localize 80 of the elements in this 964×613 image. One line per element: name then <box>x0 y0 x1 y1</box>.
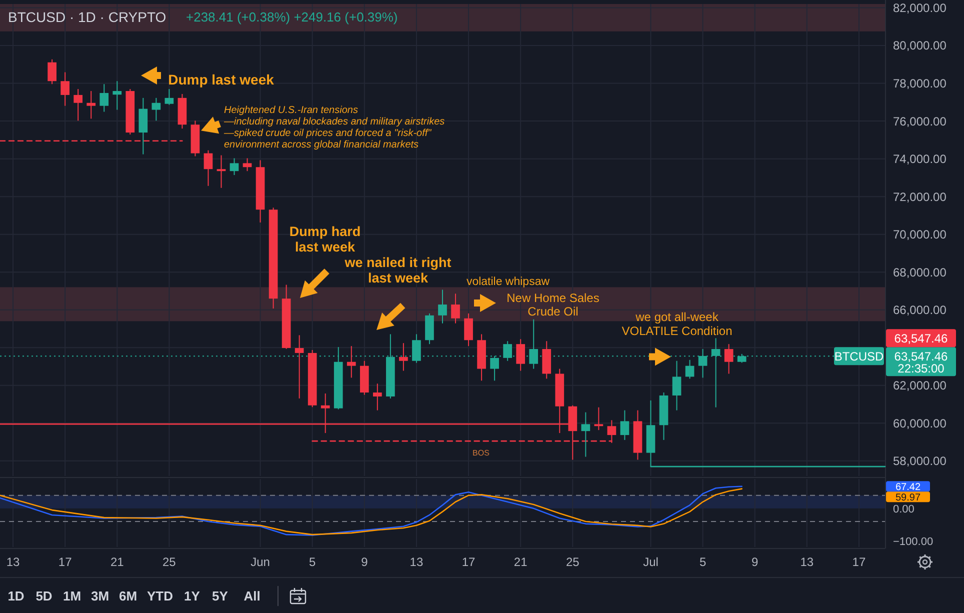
annotation: volatile whipsaw <box>466 276 550 288</box>
x-tick-label: 25 <box>162 555 176 570</box>
x-tick-label: 13 <box>410 555 424 570</box>
x-tick-label: 13 <box>800 555 814 570</box>
candlestick <box>152 97 161 122</box>
annotation: New Home Sales Crude Oil <box>506 290 600 319</box>
candlestick <box>399 342 408 372</box>
annotation: we got all-week VOLATILE Condition <box>622 310 732 338</box>
x-tick-label: 17 <box>58 555 72 570</box>
text: 1M <box>62 588 82 604</box>
candlestick <box>112 80 122 110</box>
annotation: we nailed it right last week <box>344 254 452 286</box>
x-tick-label: Jul <box>643 555 658 570</box>
y-tick-label: 68,000.00 <box>893 265 947 280</box>
x-tick-label: Jun <box>250 555 270 570</box>
candlestick <box>685 359 694 380</box>
candlestick <box>724 344 734 374</box>
y-tick-label: 78,000.00 <box>893 76 947 90</box>
candlestick <box>230 158 239 176</box>
text: YTD <box>147 588 173 604</box>
x-tick-label: 9 <box>361 555 368 570</box>
y-tick-label: 0.00 <box>893 503 914 516</box>
candlestick <box>48 58 56 85</box>
x-tick-label: 5 <box>699 555 706 570</box>
annotation: BOS <box>472 448 490 458</box>
text: 5Y <box>212 588 228 604</box>
chart-title: BTCUSD · 1D · CRYPTO <box>8 8 166 25</box>
text: 3M <box>90 588 110 604</box>
text: 63,547.46 <box>894 331 948 346</box>
x-tick-label: 13 <box>6 555 20 570</box>
text: 59.97 <box>895 492 921 504</box>
candlestick <box>516 338 526 372</box>
x-tick-label: 17 <box>852 555 866 570</box>
candlestick <box>60 72 70 106</box>
candlestick <box>138 97 148 155</box>
candlestick <box>438 289 447 324</box>
candlestick <box>100 84 109 112</box>
text: 22:35:00 <box>898 361 945 376</box>
text: +238.41 (+0.38%) +249.16 (+0.39%) <box>186 10 398 25</box>
x-tick-label: 21 <box>514 555 528 570</box>
y-tick-label: −100.00 <box>893 536 934 548</box>
y-tick-label: 80,000.00 <box>893 38 947 53</box>
candlestick <box>620 410 630 440</box>
y-tick-label: 58,000.00 <box>893 454 947 468</box>
candlestick <box>464 312 473 347</box>
text: 1D <box>8 588 24 604</box>
candlestick <box>451 293 460 324</box>
candlestick <box>373 383 382 411</box>
candlestick <box>204 150 213 186</box>
candlestick <box>294 334 304 399</box>
candlestick <box>86 90 96 120</box>
candlestick <box>216 154 226 188</box>
x-tick-label: 9 <box>752 555 759 570</box>
text: 67.42 <box>895 482 921 493</box>
y-tick-label: 72,000.00 <box>893 190 947 204</box>
candlestick <box>672 360 682 411</box>
text: 1Y <box>184 588 200 604</box>
y-tick-label: 70,000.00 <box>893 228 947 242</box>
y-tick-label: 82,000.00 <box>893 0 947 15</box>
y-tick-label: 66,000.00 <box>893 303 947 318</box>
candlestick <box>74 88 83 122</box>
x-tick-label: 21 <box>110 555 124 570</box>
ref-line-label: 63,547.46 <box>894 349 948 364</box>
y-tick-label: 60,000.00 <box>893 416 947 430</box>
candlestick <box>242 158 252 172</box>
text: All <box>244 588 260 604</box>
candlestick <box>346 346 356 378</box>
y-tick-label: 76,000.00 <box>893 114 947 128</box>
x-tick-label: 17 <box>462 555 476 570</box>
y-tick-label: 74,000.00 <box>893 152 947 166</box>
text: 6M <box>118 588 138 604</box>
x-tick-label: 25 <box>566 555 580 570</box>
candlestick <box>164 88 174 106</box>
candlestick <box>581 412 590 458</box>
candlestick <box>594 406 604 431</box>
annotation: Dump last week <box>168 71 274 88</box>
y-tick-label: 62,000.00 <box>893 378 947 393</box>
annotation: Heightened U.S.-Iran tensions —including naval blockades and military airstrikes —spiked crude oil prices and forced a "risk-off" environment across global financial markets <box>223 104 445 150</box>
text: 5D <box>36 588 52 604</box>
x-tick-label: 5 <box>309 555 316 570</box>
